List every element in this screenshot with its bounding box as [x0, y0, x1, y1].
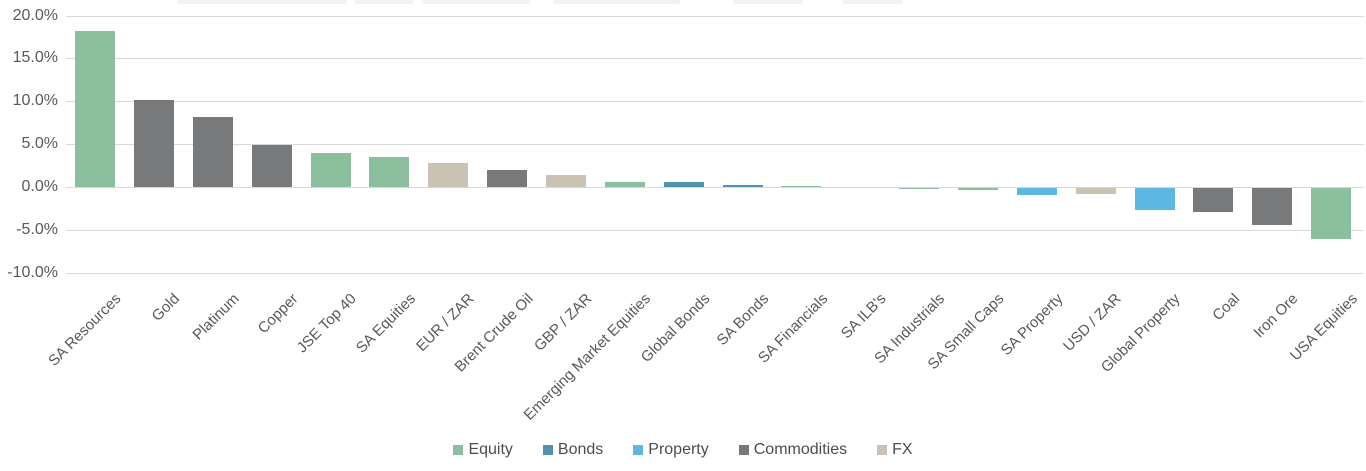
x-axis-label-coal: Coal	[1208, 290, 1243, 325]
bar-sa-bonds	[722, 184, 763, 187]
bar-emerging-market-equities	[604, 181, 645, 187]
y-axis-tick-20-0: 20.0%	[12, 6, 58, 24]
bar-copper	[251, 144, 292, 187]
x-axis-label-platinum: Platinum	[188, 290, 243, 344]
gridline-5-0	[66, 229, 1364, 231]
x-axis-label-sa-resources: SA Resources	[45, 290, 125, 370]
gridline-10-0	[66, 272, 1364, 274]
legend-swatch-icon	[542, 445, 553, 455]
bar-sa-industrials	[899, 188, 940, 190]
bar-usd-zar	[1075, 188, 1116, 194]
gridline-10-0	[66, 101, 1364, 103]
legend-label-commodities: Commodities	[753, 441, 848, 458]
legend-swatch-icon	[877, 445, 888, 455]
bar-eur-zar	[428, 162, 469, 187]
y-axis-tick-0-0: 0.0%	[21, 178, 58, 195]
x-axis-label-sa-equities: SA Equities	[352, 290, 419, 357]
bar-jse-top-40	[310, 152, 351, 187]
y-axis-tick-10-0: 10.0%	[12, 92, 58, 110]
legend-item-equity: Equity	[453, 441, 513, 459]
bar-sa-resources	[75, 30, 116, 187]
legend-item-commodities: Commodities	[738, 441, 848, 459]
cropped-button-remnant[interactable]	[177, 0, 347, 4]
x-axis-label-jse-top-40: JSE Top 40	[293, 290, 360, 357]
gridline-20-0	[66, 15, 1364, 17]
x-axis-label-copper: Copper	[254, 290, 302, 338]
legend-item-property: Property	[633, 441, 709, 459]
legend-item-bonds: Bonds	[542, 441, 604, 459]
cropped-button-remnant[interactable]	[553, 0, 680, 4]
x-axis-label-sa-ilb-s: SA ILB's	[837, 290, 890, 343]
cropped-button-remnant[interactable]	[423, 0, 530, 4]
legend-swatch-icon	[633, 445, 644, 455]
cropped-button-remnant[interactable]	[843, 0, 903, 4]
legend-label-bonds: Bonds	[557, 441, 604, 458]
bar-coal	[1193, 188, 1234, 212]
bar-global-property	[1134, 188, 1175, 211]
legend-label-equity: Equity	[468, 441, 513, 458]
bar-sa-property	[1016, 188, 1057, 195]
x-axis-label-iron-ore: Iron Ore	[1250, 290, 1302, 342]
bar-gbp-zar	[546, 174, 586, 187]
chart-legend: Equity Bonds Property Commodities FX	[0, 441, 1366, 459]
legend-label-property: Property	[648, 441, 709, 458]
y-axis-tick-15-0: 15.0%	[12, 49, 58, 67]
bar-usa-equities	[1311, 188, 1352, 240]
cropped-button-remnant[interactable]	[355, 0, 413, 4]
gridline-15-0	[66, 58, 1364, 60]
x-axis-label-sa-bonds: SA Bonds	[713, 290, 772, 349]
legend-swatch-icon	[453, 445, 464, 455]
y-axis-tick-5-0: -5.0%	[16, 220, 58, 238]
bar-sa-financials	[781, 185, 822, 187]
legend-label-fx: FX	[892, 441, 913, 458]
gridline-5-0	[66, 144, 1364, 146]
bar-iron-ore	[1252, 188, 1293, 225]
x-axis-label-gold: Gold	[148, 290, 184, 325]
x-axis-label-emerging-market-equities: Emerging Market Equities	[520, 290, 655, 424]
bar-global-bonds	[663, 182, 704, 187]
x-axis-label-sa-property: SA Property	[997, 290, 1067, 359]
y-axis-tick-5-0: 5.0%	[21, 135, 58, 153]
bar-sa-small-caps	[957, 188, 998, 191]
y-axis-tick-10-0: -10.0%	[7, 263, 58, 281]
bar-brent-crude-oil	[487, 169, 528, 187]
legend-swatch-icon	[738, 445, 749, 455]
gridline-0-0	[66, 187, 1364, 188]
bar-sa-equities	[369, 156, 410, 187]
bar-gold	[134, 100, 175, 187]
cropped-button-remnant[interactable]	[733, 0, 803, 4]
bar-platinum	[192, 116, 233, 187]
legend-item-fx: FX	[877, 441, 913, 459]
